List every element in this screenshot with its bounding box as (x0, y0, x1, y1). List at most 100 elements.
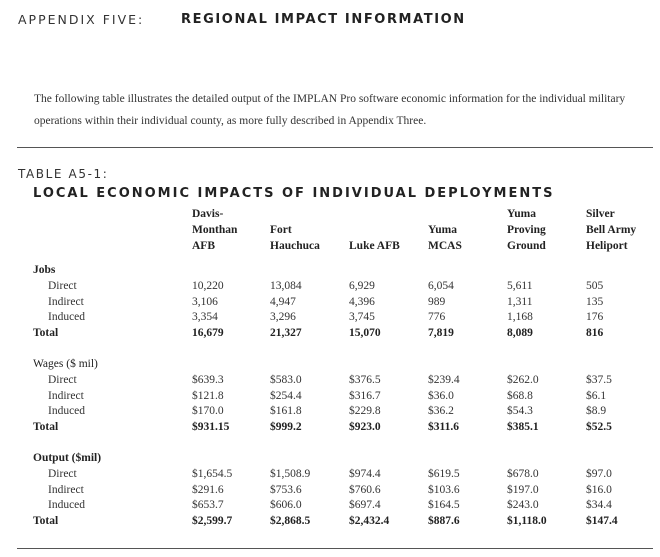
row-label: Direct (48, 468, 77, 480)
table-cell: $254.4 (270, 389, 302, 402)
table-cell: $243.0 (507, 499, 539, 511)
row-label: Indirect (48, 295, 84, 308)
section-title: Output ($mil) (33, 452, 102, 464)
total-cell: $2,868.5 (270, 514, 311, 527)
table-cell: $639.3 (192, 374, 224, 386)
column-header-line: Monthan (192, 224, 238, 236)
column-header-line: Ground (507, 240, 546, 252)
table-cell: $619.5 (428, 468, 460, 480)
table-cell: $54.3 (507, 405, 533, 417)
table-cell: $376.5 (349, 374, 381, 386)
column-header-line: Davis- (192, 208, 224, 220)
table-cell: $1,508.9 (270, 468, 311, 480)
column-header: Luke AFB (349, 238, 400, 254)
column-header-line: AFB (192, 240, 215, 252)
table-cell: 6,929 (349, 280, 375, 292)
appendix-label: APPENDIX FIVE: (18, 12, 145, 27)
section-title: Jobs (33, 264, 56, 276)
total-cell: 816 (586, 326, 604, 339)
table-cell: $161.8 (270, 405, 302, 417)
table-cell: 505 (586, 280, 604, 292)
row-label: Induced (48, 311, 86, 323)
column-header-line: Yuma (507, 208, 536, 220)
column-header-line: MCAS (428, 240, 462, 252)
total-label: Total (33, 420, 59, 433)
table-cell: 989 (428, 295, 446, 308)
table-cell: $34.4 (586, 499, 612, 511)
table-cell: $36.2 (428, 405, 454, 417)
table-cell: $97.0 (586, 468, 612, 480)
table-cell: 3,296 (270, 311, 296, 323)
table-cell: $760.6 (349, 483, 381, 496)
total-cell: $2,432.4 (349, 514, 390, 527)
total-cell: $1,118.0 (507, 514, 547, 527)
total-cell: $147.4 (586, 514, 618, 527)
table-cell: $653.7 (192, 499, 224, 511)
table-cell: $606.0 (270, 499, 302, 511)
table-cell: 3,745 (349, 311, 375, 323)
total-cell: 15,070 (349, 326, 381, 339)
column-header-line: Proving (507, 224, 546, 236)
table-cell: $6.1 (586, 389, 607, 402)
table-cell: 6,054 (428, 280, 454, 292)
table-cell: $583.0 (270, 374, 302, 386)
row-label: Indirect (48, 389, 84, 402)
column-header-line: Silver (586, 208, 615, 220)
row-label: Induced (48, 499, 86, 511)
total-cell: $52.5 (586, 420, 612, 433)
table-cell: $678.0 (507, 468, 539, 480)
table-cell: $229.8 (349, 405, 381, 417)
table-cell: $697.4 (349, 499, 381, 511)
total-label: Total (33, 326, 59, 339)
column-header-line: Heliport (586, 240, 628, 252)
total-cell: 7,819 (428, 326, 454, 339)
section-title: Wages ($ mil) (33, 358, 98, 370)
table-label: TABLE A5-1: (18, 167, 109, 181)
table-cell: 3,354 (192, 311, 218, 323)
total-cell: $999.2 (270, 420, 302, 433)
row-label: Direct (48, 280, 77, 292)
column-header: Yuma MCAS (428, 222, 462, 254)
total-cell: $923.0 (349, 420, 381, 433)
table-cell: 4,947 (270, 295, 296, 308)
table-cell: $164.5 (428, 499, 460, 511)
table-cell: $316.7 (349, 389, 381, 402)
column-header-line: Yuma (428, 224, 457, 236)
appendix-header: APPENDIX FIVE: REGIONAL IMPACT INFORMATI… (18, 12, 650, 32)
table-cell: 1,168 (507, 311, 533, 323)
column-header: Silver Bell Army Heliport (586, 206, 636, 254)
table-cell: 10,220 (192, 280, 224, 292)
total-cell: 16,679 (192, 326, 224, 339)
total-cell: $385.1 (507, 420, 539, 433)
total-cell: $2,599.7 (192, 514, 233, 527)
total-cell: $311.6 (428, 420, 459, 433)
row-label: Direct (48, 374, 77, 386)
row-label: Induced (48, 405, 86, 417)
table-cell: $753.6 (270, 483, 302, 496)
table-cell: 135 (586, 295, 604, 308)
table-cell: 3,106 (192, 295, 218, 308)
column-header-line: Fort (270, 224, 292, 236)
total-cell: $887.6 (428, 514, 460, 527)
table-cell: $16.0 (586, 483, 612, 496)
table-cell: $262.0 (507, 374, 539, 386)
table-title: LOCAL ECONOMIC IMPACTS OF INDIVIDUAL DEP… (33, 186, 555, 201)
table-cell: $170.0 (192, 405, 224, 417)
table-cell: 1,311 (507, 295, 533, 308)
appendix-title: REGIONAL IMPACT INFORMATION (181, 12, 466, 27)
table-cell: 4,396 (349, 295, 375, 308)
table-cell: $239.4 (428, 374, 460, 386)
column-header: Fort Hauchuca (270, 222, 320, 254)
table-cell: $68.8 (507, 389, 533, 402)
column-header-line: Bell Army (586, 224, 637, 236)
column-header: Davis- Monthan AFB (192, 206, 237, 254)
table-cell: 13,084 (270, 280, 302, 292)
table-cell: 176 (586, 311, 604, 323)
table-cell: $1,654.5 (192, 468, 233, 480)
total-cell: 8,089 (507, 326, 533, 339)
table-cell: 5,611 (507, 280, 533, 292)
table-cell: $36.0 (428, 389, 454, 402)
row-label: Indirect (48, 483, 84, 496)
column-header: Yuma Proving Ground (507, 206, 546, 254)
total-cell: 21,327 (270, 326, 302, 339)
